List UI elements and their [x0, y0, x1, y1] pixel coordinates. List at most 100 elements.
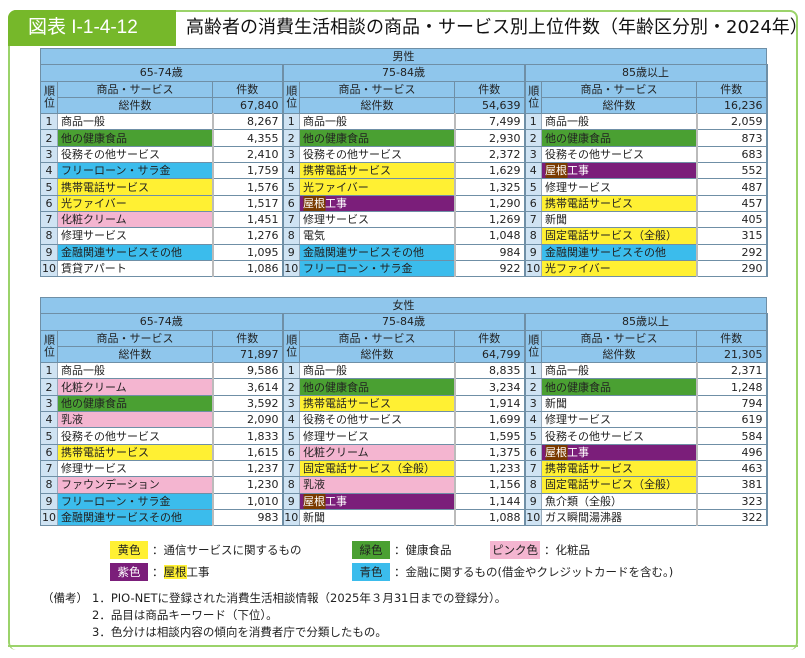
item-count: 1,595	[453, 427, 526, 445]
item-count: 552	[695, 162, 768, 180]
table-female: 女性 65-74歳 75-84歳 85歳以上 順位 商品・サービス 件数 順位 商品・サービス件…	[39, 296, 768, 527]
table-row: 9 金融関連サービスその他 1,095 9 金融関連サービスその他 984 9 金融関連サービ…	[40, 243, 768, 261]
item-count: 1,269	[453, 210, 526, 229]
rank-cell: 9	[40, 243, 58, 261]
total-label: 総件数	[299, 345, 455, 364]
item-name: 固定電話サービス（全般）	[299, 459, 455, 478]
rank-header: 順位	[40, 329, 58, 364]
total-label: 総件数	[299, 96, 455, 115]
rank-cell: 3	[524, 145, 542, 164]
table-row: 6 光ファイバー 1,517 6 屋根工事 1,290 6 携帯電話サービス 457	[40, 194, 768, 212]
item-count: 1,576	[211, 178, 284, 196]
rank-cell: 7	[282, 459, 300, 478]
item-name: 修理サービス	[57, 459, 213, 478]
note-item: 1．PIO-NETに登録された消費生活相談情報（2025年３月31日までの登録分…	[92, 591, 507, 605]
item-name: 携帯電話サービス	[57, 178, 213, 196]
legend-desc: ：健康食品	[394, 543, 452, 557]
age-group-header: 75-84歳	[282, 64, 526, 82]
total-label: 総件数	[57, 345, 213, 364]
legend-desc: ：通信サービスに関するもの	[152, 543, 302, 557]
rank-cell: 10	[282, 259, 300, 278]
item-name: 役務その他サービス	[57, 145, 213, 164]
count-header: 件数	[212, 80, 284, 98]
rank-cell: 4	[40, 162, 58, 180]
rank-cell: 1	[40, 362, 58, 380]
item-count: 9,586	[211, 362, 284, 380]
table-row: 9 フリーローン・サラ金 1,010 9 屋根工事 1,144 9 魚介類（全般） 323	[40, 492, 768, 510]
item-count: 290	[695, 259, 768, 278]
rank-cell: 8	[40, 227, 58, 245]
rank-cell: 5	[524, 427, 542, 445]
item-name: フリーローン・サラ金	[57, 162, 213, 180]
legend-desc: ：	[152, 565, 164, 579]
rank-cell: 2	[524, 129, 542, 147]
item-count: 2,059	[695, 113, 768, 131]
rank-cell: 4	[282, 411, 300, 429]
item-name: 他の健康食品	[541, 129, 697, 147]
item-header: 商品・サービス	[299, 80, 455, 98]
rank-cell: 5	[524, 178, 542, 196]
item-count: 1,230	[211, 476, 284, 494]
item-count: 1,290	[453, 194, 526, 212]
item-name: 他の健康食品	[541, 378, 697, 396]
item-name: 乳液	[299, 476, 455, 494]
item-count: 1,088	[453, 508, 526, 527]
rank-cell: 8	[282, 476, 300, 494]
item-name: 化粧クリーム	[57, 378, 213, 396]
item-count: 8,267	[211, 113, 284, 131]
item-count: 1,276	[211, 227, 284, 245]
item-name: 乳液	[57, 411, 213, 429]
table-row: 8 ファウンデーション 1,230 8 乳液 1,156 8 固定電話サービス（全般） 381	[40, 476, 768, 494]
count-header: 件数	[454, 80, 526, 98]
item-count: 873	[695, 129, 768, 147]
item-name: 他の健康食品	[57, 129, 213, 147]
rank-cell: 3	[40, 394, 58, 413]
item-name: 携帯電話サービス	[541, 459, 697, 478]
item-count: 1,156	[453, 476, 526, 494]
item-count: 1,233	[453, 459, 526, 478]
rank-header: 順位	[282, 80, 300, 115]
item-count: 1,615	[211, 443, 284, 461]
total-label: 総件数	[541, 345, 697, 364]
rank-cell: 4	[524, 162, 542, 180]
legend-blue: 青色 ：金融に関するもの(借金やクレジットカードを含む。)	[352, 563, 673, 581]
item-header: 商品・サービス	[541, 80, 697, 98]
rank-cell: 2	[282, 378, 300, 396]
rank-cell: 1	[524, 113, 542, 131]
item-count: 1,086	[211, 259, 284, 278]
rank-cell: 7	[40, 459, 58, 478]
notes: （備考） 1．PIO-NETに登録された消費生活相談情報（2025年３月31日まで…	[42, 590, 506, 641]
rank-cell: 1	[282, 113, 300, 131]
total-count: 16,236	[695, 96, 768, 115]
total-label: 総件数	[57, 96, 213, 115]
item-count: 8,835	[453, 362, 526, 380]
table-row: 3 役務その他サービス 2,410 3 役務その他サービス 2,372 3 役務その他サービス…	[40, 145, 768, 164]
age-group-header: 85歳以上	[523, 313, 768, 331]
bottom-divider	[8, 645, 798, 647]
item-name: 携帯電話サービス	[299, 162, 455, 180]
rank-cell: 7	[282, 210, 300, 229]
item-count: 984	[453, 243, 526, 261]
note-item: 3．色分けは相談内容の傾向を消費者庁で分類したもの。	[92, 625, 387, 639]
item-count: 487	[695, 178, 768, 196]
item-count: 1,517	[211, 194, 284, 212]
item-name: 役務その他サービス	[541, 427, 697, 445]
item-count: 1,010	[211, 492, 284, 510]
item-count: 457	[695, 194, 768, 212]
gender-header: 男性	[39, 47, 768, 66]
item-count: 1,451	[211, 210, 284, 229]
count-header: 件数	[212, 329, 284, 347]
rank-cell: 1	[282, 362, 300, 380]
figure-frame	[8, 10, 798, 650]
item-name: 携帯電話サービス	[57, 443, 213, 461]
total-count: 71,897	[212, 345, 284, 364]
item-count: 3,614	[211, 378, 284, 396]
rank-cell: 5	[282, 427, 300, 445]
legend-pink: ピンク色 ：化粧品	[490, 541, 590, 559]
item-name: 固定電話サービス（全般）	[541, 476, 697, 494]
table-row: 3 他の健康食品 3,592 3 携帯電話サービス 1,914 3 新聞 794	[40, 394, 768, 413]
item-header: 商品・サービス	[57, 329, 213, 347]
item-count: 292	[695, 243, 768, 261]
item-name: 役務その他サービス	[299, 145, 455, 164]
item-count: 584	[695, 427, 768, 445]
